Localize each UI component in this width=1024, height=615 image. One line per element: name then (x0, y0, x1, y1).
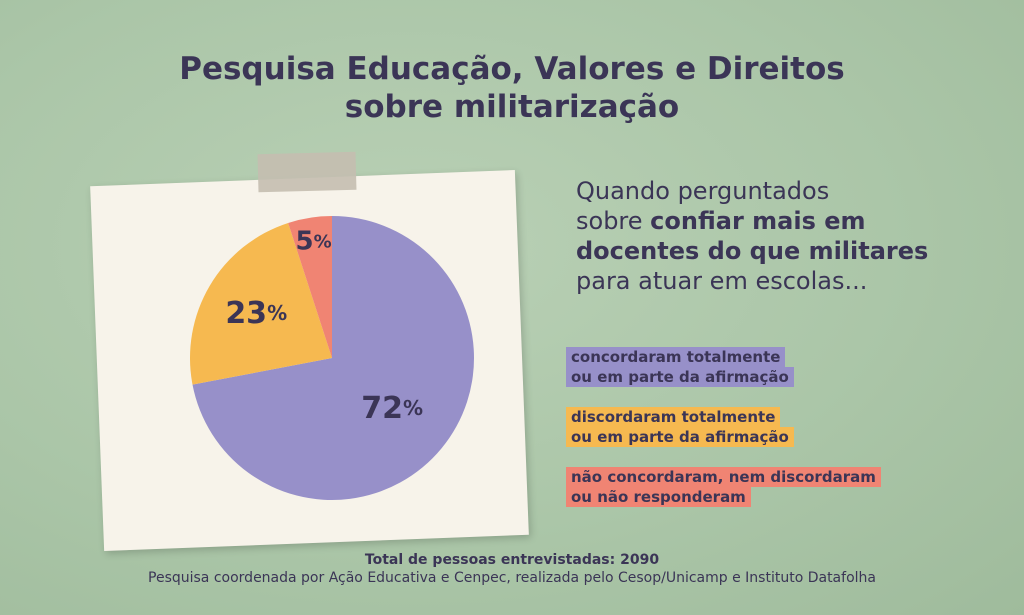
question-line-3-bold: docentes do que militares (576, 237, 929, 265)
pie-label-agree: 72% (361, 390, 423, 425)
question-line-3: docentes do que militares (576, 236, 996, 266)
question-text: Quando perguntados sobre confiar mais em… (576, 176, 996, 296)
legend-item-disagree: discordaram totalmente ou em parte da af… (566, 407, 881, 447)
footer-credit: Pesquisa coordenada por Ação Educativa e… (148, 570, 876, 586)
pie-label-disagree: 23% (225, 296, 287, 331)
question-line-2: sobre confiar mais em (576, 206, 996, 236)
chart-title-line-2: sobre militarização (344, 89, 680, 125)
chart-title: Pesquisa Educação, Valores e Direitos so… (0, 50, 1024, 126)
question-line-2-bold: confiar mais em (650, 207, 866, 235)
legend-disagree-line-1: discordaram totalmente (566, 407, 781, 427)
question-line-2-prefix: sobre (576, 207, 651, 235)
legend-item-agree: concordaram totalmente ou em parte da af… (566, 347, 881, 387)
question-line-4: para atuar em escolas... (576, 267, 868, 295)
legend-agree-line-1: concordaram totalmente (566, 347, 786, 367)
legend-item-neutral: não concordaram, nem discordaram ou não … (566, 467, 881, 507)
legend-neutral-line-1: não concordaram, nem discordaram (566, 467, 881, 487)
footer-total: Total de pessoas entrevistadas: 2090 (364, 552, 660, 568)
chart-title-line-1: Pesquisa Educação, Valores e Direitos (179, 51, 845, 87)
pie-slice-disagree (189, 222, 332, 385)
legend: concordaram totalmente ou em parte da af… (566, 347, 881, 527)
pie-label-neutral: 5% (295, 227, 331, 257)
legend-disagree-line-2: ou em parte da afirmação (566, 427, 794, 447)
legend-neutral-line-2: ou não responderam (566, 487, 751, 507)
legend-agree-line-2: ou em parte da afirmação (566, 367, 794, 387)
pie-slice-agree (192, 216, 475, 500)
pie-slice-neutral (288, 216, 332, 358)
question-line-1: Quando perguntados (576, 177, 830, 205)
